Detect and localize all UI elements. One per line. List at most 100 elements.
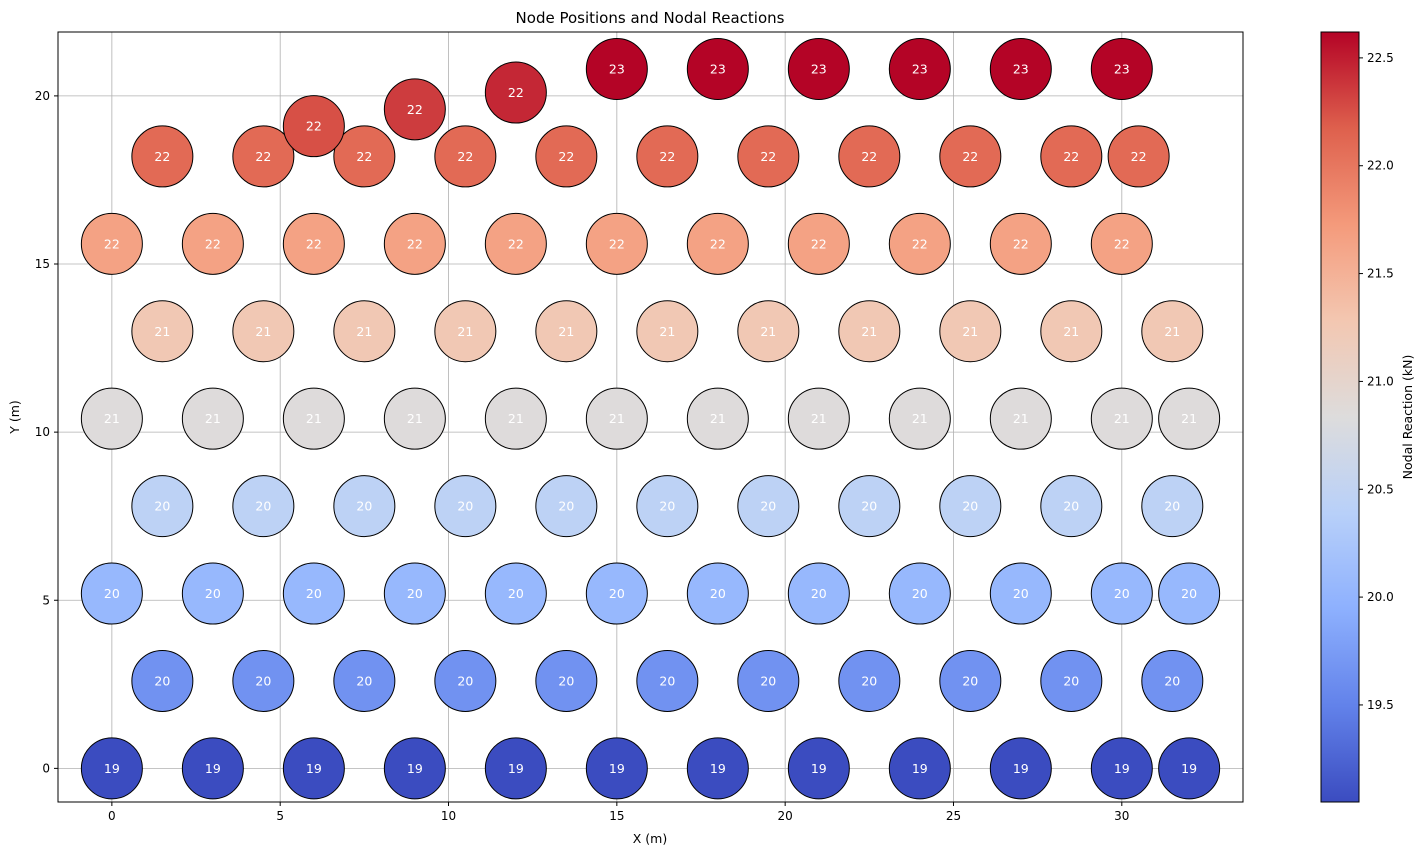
node-marker: 20 [939, 475, 1002, 538]
node-reaction-label: 20 [1063, 673, 1079, 688]
node-circle [1090, 212, 1153, 275]
node-reaction-label: 22 [1114, 236, 1130, 251]
node-circle [686, 562, 749, 625]
node-circle [989, 37, 1052, 100]
node-circle [989, 737, 1052, 800]
node-circle [1158, 562, 1221, 625]
node-marker: 20 [282, 562, 345, 625]
node-circle [232, 125, 295, 188]
node-circle [232, 300, 295, 363]
node-reaction-label: 20 [104, 586, 120, 601]
node-marker: 21 [80, 387, 143, 450]
node-reaction-label: 21 [356, 324, 372, 339]
colorbar-tick-label: 22.0 [1367, 159, 1394, 173]
node-circle [1040, 125, 1103, 188]
node-circle [232, 475, 295, 538]
node-marker: 23 [1090, 37, 1153, 100]
node-marker: 19 [282, 737, 345, 800]
node-circle [686, 387, 749, 450]
node-circle [585, 212, 648, 275]
node-marker: 21 [939, 300, 1002, 363]
node-reaction-label: 20 [457, 499, 473, 514]
node-marker: 21 [484, 387, 547, 450]
node-marker: 19 [585, 737, 648, 800]
node-circle [636, 125, 699, 188]
node-reaction-label: 22 [962, 149, 978, 164]
node-reaction-label: 20 [306, 586, 322, 601]
node-marker: 20 [434, 649, 497, 712]
colorbar-tick-label: 19.5 [1367, 698, 1394, 712]
colorbar-ticks: 19.5 20.0 20.5 21.0 21.5 22.0 22.5 [1359, 51, 1394, 712]
node-reaction-label: 22 [1013, 236, 1029, 251]
node-circle [181, 737, 244, 800]
node-reaction-label: 21 [457, 324, 473, 339]
node-marker: 20 [636, 475, 699, 538]
node-marker: 20 [484, 562, 547, 625]
node-circle [535, 475, 598, 538]
node-circle [939, 649, 1002, 712]
node-circle [80, 387, 143, 450]
node-marker: 21 [686, 387, 749, 450]
node-marker: 20 [383, 562, 446, 625]
node-marker: 22 [484, 61, 547, 124]
x-tick-label: 5 [276, 809, 284, 823]
node-reaction-label: 21 [861, 324, 877, 339]
node-reaction-label: 20 [710, 586, 726, 601]
node-reaction-label: 20 [558, 499, 574, 514]
node-circle [888, 562, 951, 625]
node-marker: 23 [585, 37, 648, 100]
node-marker: 19 [686, 737, 749, 800]
node-marker: 22 [282, 212, 345, 275]
node-marker: 20 [333, 475, 396, 538]
node-marker: 20 [1090, 562, 1153, 625]
node-circle [484, 562, 547, 625]
node-reaction-label: 22 [407, 236, 423, 251]
node-reaction-label: 21 [1114, 411, 1130, 426]
node-marker: 22 [383, 212, 446, 275]
node-marker: 19 [181, 737, 244, 800]
colorbar-tick-label: 21.5 [1367, 267, 1394, 281]
node-marker: 19 [787, 737, 850, 800]
node-reaction-label: 23 [1013, 61, 1029, 76]
node-reaction-label: 20 [659, 673, 675, 688]
node-reaction-label: 22 [912, 236, 928, 251]
node-circle [838, 300, 901, 363]
node-reaction-label: 20 [508, 586, 524, 601]
node-circle [585, 387, 648, 450]
node-reaction-label: 20 [609, 586, 625, 601]
node-marker: 22 [585, 212, 648, 275]
node-circle [80, 562, 143, 625]
colorbar-tick-label: 22.5 [1367, 51, 1394, 65]
node-reaction-label: 23 [710, 61, 726, 76]
node-reaction-label: 21 [508, 411, 524, 426]
node-reaction-label: 20 [255, 673, 271, 688]
node-marker: 22 [686, 212, 749, 275]
node-circle [232, 649, 295, 712]
node-reaction-label: 19 [912, 761, 928, 776]
node-circle [181, 562, 244, 625]
node-reaction-label: 22 [457, 149, 473, 164]
node-circle [989, 387, 1052, 450]
node-reaction-label: 22 [306, 236, 322, 251]
node-circle [1090, 737, 1153, 800]
node-reaction-label: 22 [154, 149, 170, 164]
node-circle [383, 737, 446, 800]
node-reaction-label: 19 [104, 761, 120, 776]
node-circle [838, 475, 901, 538]
y-tick-label: 5 [42, 593, 50, 607]
node-reaction-label: 20 [811, 586, 827, 601]
node-marker: 20 [737, 475, 800, 538]
node-circle [1040, 300, 1103, 363]
node-reaction-label: 20 [962, 673, 978, 688]
x-tick-label: 0 [108, 809, 116, 823]
node-marker: 20 [80, 562, 143, 625]
node-circle [434, 300, 497, 363]
node-circle [787, 562, 850, 625]
node-marker: 21 [1040, 300, 1103, 363]
node-circle [131, 125, 194, 188]
node-circle [585, 562, 648, 625]
node-circle [888, 387, 951, 450]
node-reaction-label: 22 [760, 149, 776, 164]
node-reaction-label: 19 [710, 761, 726, 776]
node-reaction-label: 20 [1164, 499, 1180, 514]
